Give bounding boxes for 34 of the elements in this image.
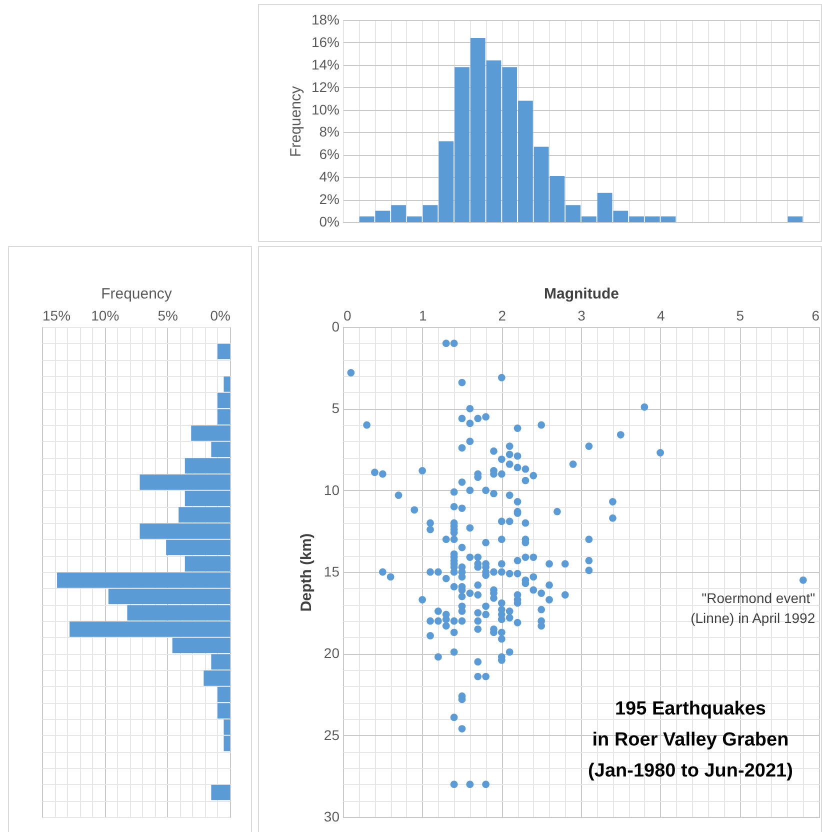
x-axis-title: Magnitude — [544, 286, 619, 302]
y-tick-label: 12% — [311, 78, 340, 95]
y-axis-title: Frequency — [287, 86, 304, 157]
y-tick-label: 25 — [324, 726, 340, 743]
x-tick-label: 5% — [158, 308, 178, 324]
y-tick-label: 30 — [324, 808, 340, 824]
y-tick-label: 5 — [332, 400, 340, 416]
y-axis-title: Depth (km) — [298, 533, 315, 612]
y-tick-label: 10 — [324, 482, 340, 498]
y-tick-label: 10% — [311, 101, 340, 118]
x-tick-label: 5 — [736, 308, 744, 324]
annotation: "Roermond event" (Linne) in April 1992 — [690, 590, 816, 626]
annotation: 195 Earthquakes in Roer Valley Graben (Jan-1980 to Jun-2021) — [588, 698, 793, 782]
y-tick-label: 0% — [319, 214, 340, 230]
x-tick-label: 0 — [344, 308, 352, 324]
y-tick-label: 20 — [324, 645, 340, 662]
y-tick-label: 15 — [324, 564, 340, 580]
y-tick-label: 4% — [319, 168, 340, 185]
x-tick-label: 4 — [656, 308, 665, 324]
x-tick-label: 15% — [42, 308, 71, 324]
x-tick-label: 1 — [418, 308, 427, 324]
y-tick-label: 6% — [319, 146, 340, 162]
x-axis-title: Frequency — [101, 286, 172, 302]
y-tick-label: 2% — [319, 191, 340, 208]
y-tick-label: 14% — [311, 56, 340, 72]
y-tick-label: 16% — [311, 34, 340, 50]
x-tick-label: 10% — [91, 308, 120, 324]
x-tick-label: 6 — [812, 308, 820, 324]
y-tick-label: 18% — [311, 12, 340, 28]
y-tick-label: 0 — [332, 318, 340, 334]
x-tick-label: 2 — [498, 308, 506, 324]
y-tick-label: 8% — [319, 124, 340, 140]
x-tick-label: 3 — [578, 308, 586, 324]
x-tick-label: 0% — [210, 308, 230, 324]
